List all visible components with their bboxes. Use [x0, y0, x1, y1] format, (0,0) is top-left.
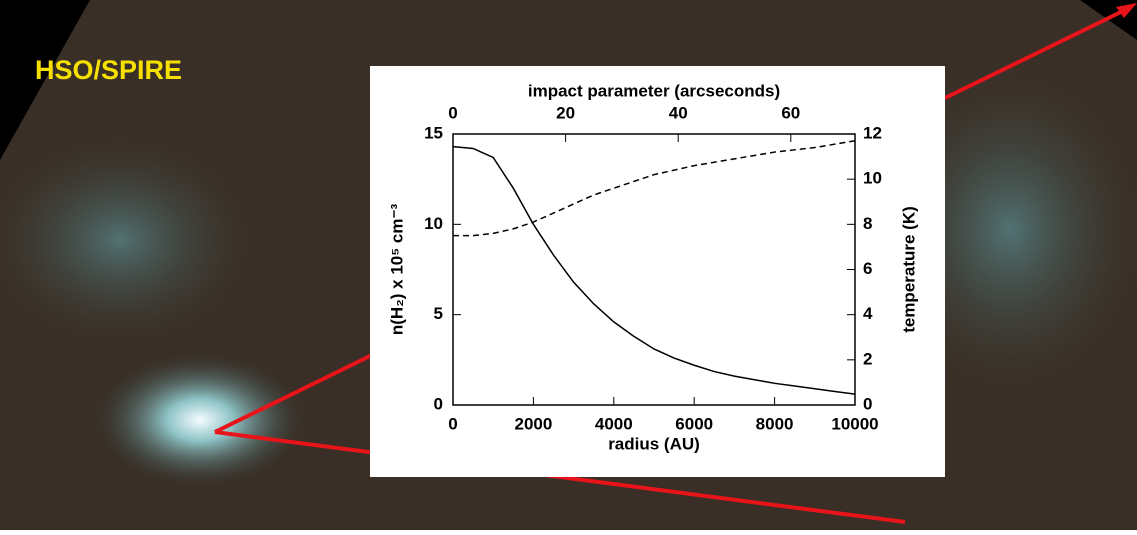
series-line	[453, 140, 856, 237]
y2-tick-label: 6	[863, 259, 872, 278]
x-tick-label: 0	[448, 414, 457, 433]
y-tick-label: 5	[434, 304, 443, 323]
y-tick-label: 15	[424, 123, 443, 142]
x2-tick-label: 0	[448, 103, 457, 122]
y-tick-label: 10	[424, 214, 443, 233]
y-axis-label: n(H₂) x 10⁵ cm⁻³	[387, 204, 406, 336]
nebula-haze	[0, 130, 260, 350]
y2-tick-label: 4	[863, 304, 873, 323]
arrowhead	[1116, 3, 1137, 18]
x2-tick-label: 60	[781, 103, 800, 122]
y2-tick-label: 12	[863, 123, 882, 142]
core-glow	[90, 350, 310, 490]
x-tick-label: 2000	[514, 414, 552, 433]
banner: HSO/SPIRE	[35, 55, 182, 85]
x-tick-label: 8000	[756, 414, 794, 433]
y2-axis-label: temperature (K)	[899, 206, 918, 333]
x-tick-label: 4000	[595, 414, 633, 433]
x2-axis-label: impact parameter (arcseconds)	[528, 81, 780, 100]
y-tick-label: 0	[434, 394, 443, 413]
x-tick-label: 10000	[831, 414, 878, 433]
map-edge	[0, 0, 90, 160]
series-line	[452, 145, 856, 395]
x2-tick-label: 40	[669, 103, 688, 122]
y2-tick-label: 0	[863, 394, 872, 413]
y2-tick-label: 8	[863, 214, 872, 233]
x-axis-label: radius (AU)	[608, 434, 700, 453]
x-tick-label: 6000	[675, 414, 713, 433]
x2-tick-label: 20	[556, 103, 575, 122]
y2-tick-label: 10	[863, 169, 882, 188]
y2-tick-label: 2	[863, 349, 872, 368]
